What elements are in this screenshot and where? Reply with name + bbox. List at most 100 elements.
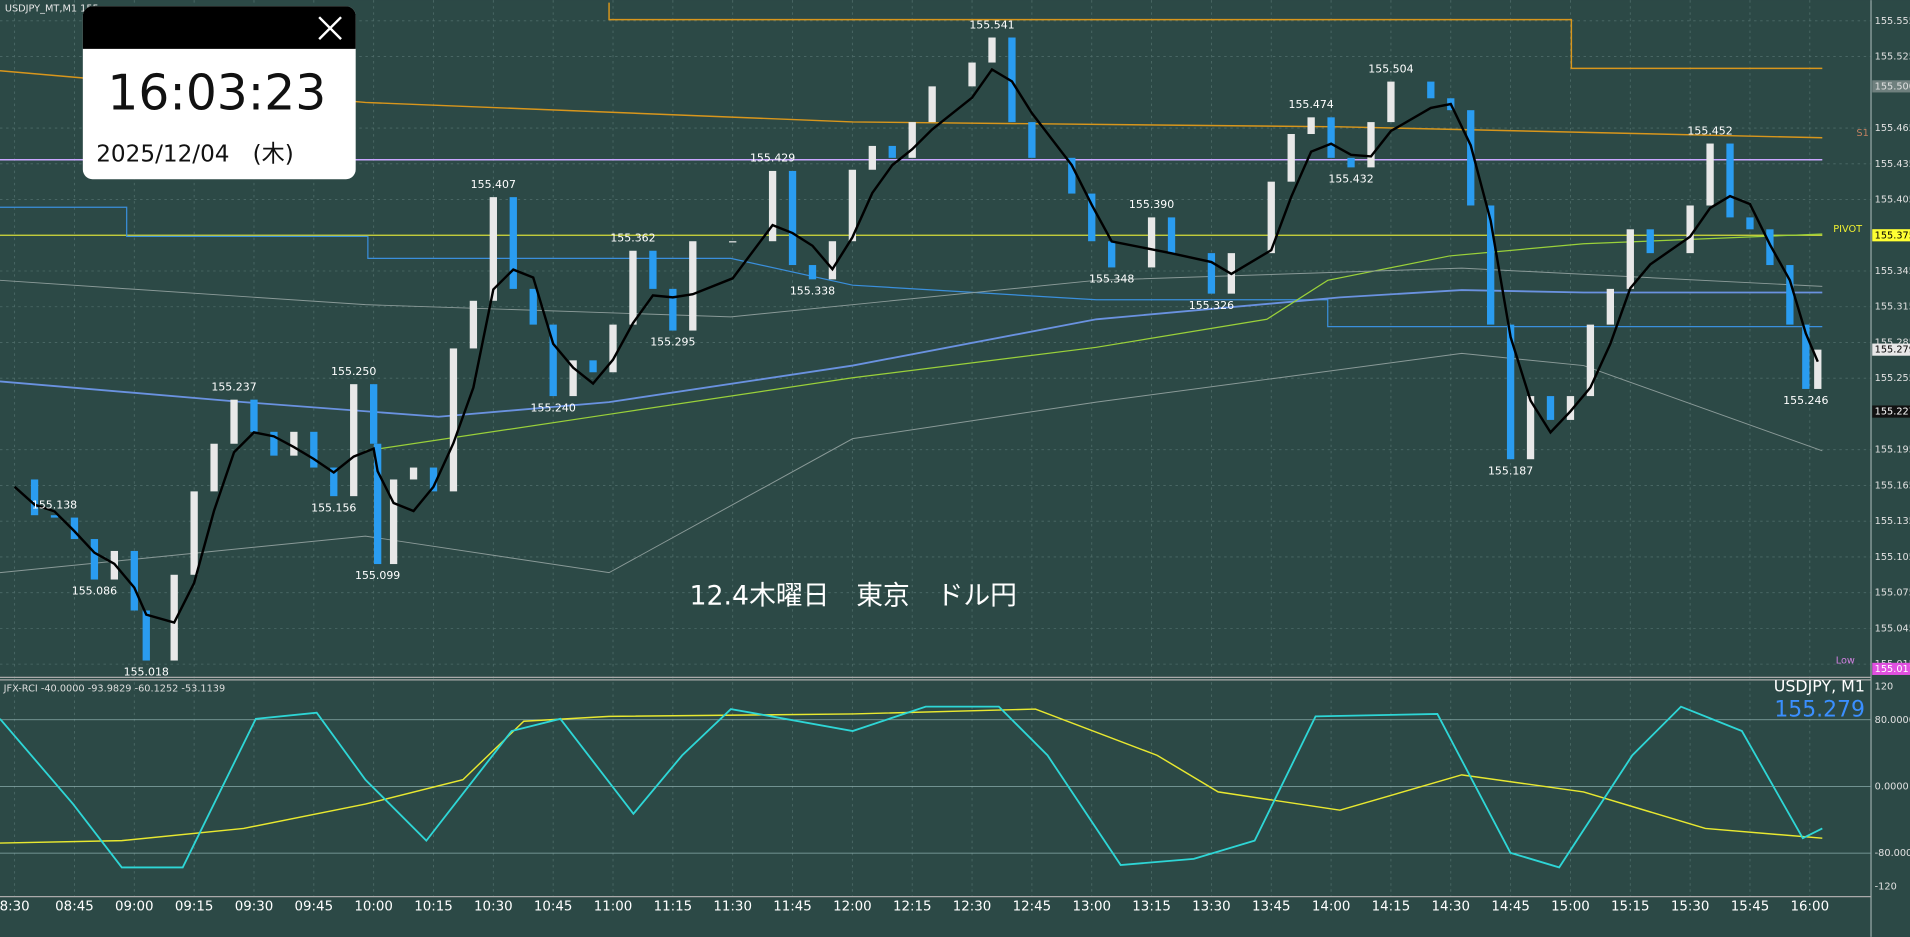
candle — [729, 241, 737, 243]
candle — [828, 241, 837, 280]
clock-titlebar — [82, 6, 356, 49]
candle — [549, 324, 557, 397]
candle — [330, 467, 338, 497]
candle — [1367, 122, 1375, 168]
candle — [1088, 193, 1096, 242]
low-label: Low — [1836, 655, 1855, 666]
candle — [788, 170, 797, 266]
rci-header: JFX-RCI -40.0000 -93.9829 -60.1252 -53.1… — [3, 683, 226, 694]
candle — [1267, 181, 1275, 254]
price-marker-label: 155.227 — [1875, 407, 1910, 418]
time-label: 14:00 — [1312, 899, 1351, 914]
candle — [1287, 134, 1295, 182]
candle — [373, 443, 382, 565]
time-label: 13:00 — [1072, 899, 1111, 914]
candle — [589, 360, 597, 373]
time-label: 15:30 — [1671, 899, 1710, 914]
price-annotation: 155.156 — [311, 501, 356, 514]
candle — [1427, 81, 1435, 99]
price-label: 155.165 — [1875, 480, 1910, 491]
price-annotation: 155.295 — [650, 336, 695, 349]
candle — [1814, 349, 1822, 389]
time-label: 13:30 — [1192, 899, 1231, 914]
price-annotation: 155.086 — [72, 585, 117, 598]
price-annotation: 155.432 — [1328, 173, 1373, 186]
candle — [1766, 229, 1774, 266]
candle — [170, 574, 178, 661]
price-label: 155.525 — [1875, 52, 1910, 63]
short-ma — [13, 67, 1819, 625]
price-annotation: 155.187 — [1488, 464, 1533, 477]
candle — [1566, 396, 1575, 420]
candle — [1327, 117, 1335, 158]
clock-time: 16:03:23 — [107, 65, 326, 121]
candle — [1586, 324, 1595, 397]
candle — [142, 610, 150, 661]
price-annotation: 155.452 — [1687, 124, 1732, 137]
price-label: 155.555 — [1875, 16, 1910, 27]
candle — [1387, 81, 1395, 123]
price-label: 155.075 — [1875, 588, 1910, 599]
price-annotation: 155.326 — [1189, 299, 1234, 312]
time-label: 13:15 — [1132, 899, 1171, 914]
time-label: 11:45 — [773, 899, 812, 914]
clock-panel — [82, 6, 356, 180]
candle — [429, 467, 438, 492]
candle — [968, 62, 976, 87]
candle — [1347, 157, 1355, 168]
candle — [1726, 143, 1734, 218]
time-label: 14:30 — [1431, 899, 1470, 914]
candle — [649, 250, 657, 289]
resistance-line — [608, 2, 1823, 70]
symbol-label: USDJPY, M1 — [1774, 677, 1865, 696]
time-label: 14:45 — [1491, 899, 1530, 914]
candle — [669, 288, 677, 331]
close-button[interactable] — [318, 16, 342, 40]
price-annotation: 155.348 — [1089, 273, 1134, 286]
candle — [1147, 217, 1156, 268]
price-label: 155.135 — [1875, 516, 1910, 527]
candle — [1068, 157, 1076, 194]
price-label: 155.255 — [1875, 373, 1910, 384]
time-label: 15:00 — [1551, 899, 1590, 914]
candle — [30, 479, 39, 516]
candle — [609, 324, 617, 373]
band-upper — [0, 267, 1823, 318]
time-label: 10:45 — [534, 899, 573, 914]
candle — [808, 265, 817, 280]
time-label: 10:15 — [414, 899, 453, 914]
support-line — [0, 206, 1823, 328]
candle — [90, 539, 99, 580]
price-labels: 155.555 155.525 155.465 155.435 155.405 155.3… — [1872, 16, 1910, 675]
candle — [509, 197, 517, 289]
candle — [529, 288, 537, 325]
candle — [1108, 241, 1116, 268]
price-annotation: 155.246 — [1783, 394, 1828, 407]
price-marker-label: 155.011 — [1875, 664, 1910, 675]
time-label: 11:00 — [594, 899, 633, 914]
candle — [130, 550, 138, 611]
price-marker — [1872, 405, 1910, 418]
price-annotation: 155.407 — [471, 178, 516, 191]
candle — [1802, 324, 1810, 389]
candle — [290, 431, 298, 456]
candle — [868, 145, 876, 170]
price-marker — [1872, 662, 1910, 675]
time-label: 09:30 — [235, 899, 274, 914]
candle — [1686, 205, 1694, 254]
candle — [1467, 110, 1475, 206]
clock-widget: 16:03:23 2025/12/04 (木) — [82, 6, 356, 180]
rci-label: -120 — [1875, 881, 1897, 892]
ma-200 — [0, 289, 1823, 418]
price-label: 155.045 — [1875, 623, 1910, 634]
candle — [409, 467, 418, 480]
candle — [449, 348, 458, 492]
candle — [1746, 217, 1754, 230]
price-label: 155.315 — [1875, 302, 1910, 313]
time-label: 15:45 — [1731, 899, 1770, 914]
time-label: 09:45 — [295, 899, 334, 914]
step-line — [365, 233, 1823, 452]
price-label: 155.285 — [1875, 337, 1910, 348]
price-label: 155.105 — [1875, 552, 1910, 563]
time-label: 12:45 — [1013, 899, 1052, 914]
